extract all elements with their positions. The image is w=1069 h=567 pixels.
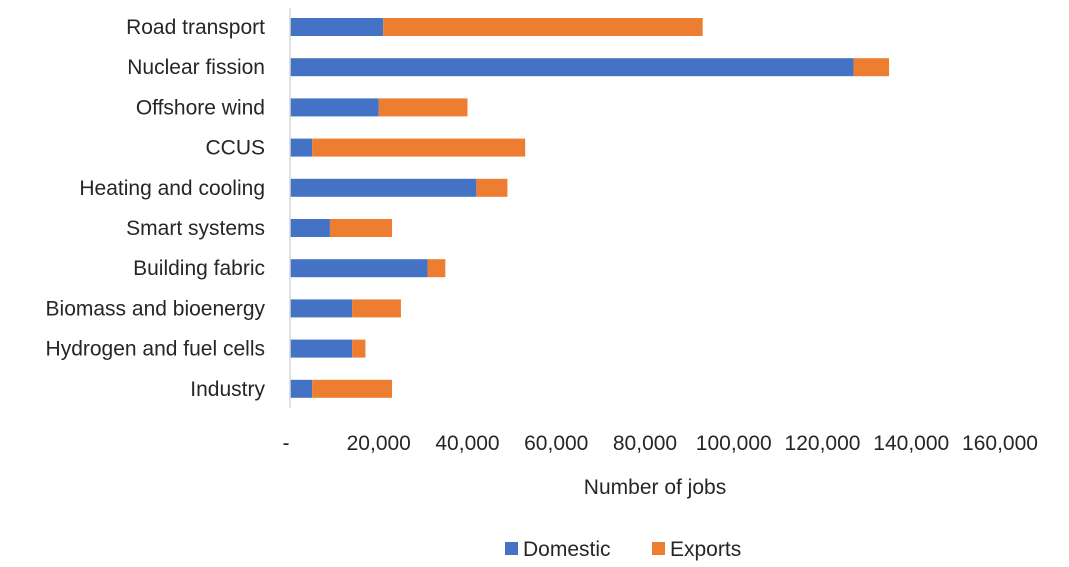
category-labels: Road transport Nuclear fission Offshore wi… <box>46 16 266 401</box>
category-label-road-transport: Road transport <box>126 16 265 39</box>
x-tick-label: 40,000 <box>435 432 499 455</box>
x-tick-label: 80,000 <box>613 432 677 455</box>
bar-exports-road-transport <box>383 18 703 36</box>
legend-label-exports: Exports <box>670 538 741 561</box>
bar-exports-biomass-and-bioenergy <box>352 299 401 318</box>
category-label-hydrogen-and-fuel-cells: Hydrogen and fuel cells <box>46 338 265 361</box>
bar-domestic-heating-and-cooling <box>290 178 477 197</box>
category-label-smart-systems: Smart systems <box>126 217 265 240</box>
bar-domestic-biomass-and-bioenergy <box>290 299 353 318</box>
bars-layer <box>290 18 890 398</box>
legend-item-domestic: Domestic <box>505 538 611 561</box>
bar-domestic-industry <box>290 379 313 398</box>
category-label-biomass-and-bioenergy: Biomass and bioenergy <box>46 297 266 320</box>
x-tick-label: 20,000 <box>347 432 411 455</box>
legend-label-domestic: Domestic <box>523 538 611 561</box>
bar-exports-ccus <box>312 138 526 157</box>
bar-domestic-offshore-wind <box>290 98 379 117</box>
x-tick-label: 140,000 <box>873 432 949 455</box>
x-tick-labels: - 20,000 40,000 60,000 80,000 100,000 120,000 1… <box>283 432 1038 455</box>
bar-domestic-hydrogen-and-fuel-cells <box>290 339 353 358</box>
bar-domestic-smart-systems <box>290 219 330 237</box>
category-label-heating-and-cooling: Heating and cooling <box>79 177 265 200</box>
category-label-industry: Industry <box>190 378 265 401</box>
bar-exports-building-fabric <box>427 259 446 278</box>
legend-swatch-domestic <box>505 542 518 555</box>
x-tick-label: 100,000 <box>696 432 772 455</box>
category-label-offshore-wind: Offshore wind <box>136 96 265 119</box>
legend-swatch-exports <box>652 542 665 555</box>
x-tick-label: 120,000 <box>785 432 861 455</box>
bar-exports-hydrogen-and-fuel-cells <box>352 339 366 358</box>
x-tick-label: 60,000 <box>524 432 588 455</box>
category-label-ccus: CCUS <box>205 137 265 160</box>
legend-item-exports: Exports <box>652 538 741 561</box>
bar-domestic-ccus <box>290 138 313 157</box>
bar-exports-nuclear-fission <box>853 58 890 77</box>
bar-domestic-nuclear-fission <box>290 58 854 77</box>
category-label-nuclear-fission: Nuclear fission <box>127 56 265 79</box>
bar-exports-smart-systems <box>329 219 393 237</box>
bar-domestic-building-fabric <box>290 259 428 278</box>
x-axis-title: Number of jobs <box>584 476 726 499</box>
bar-exports-industry <box>312 379 393 398</box>
bar-exports-offshore-wind <box>378 98 468 117</box>
bar-exports-heating-and-cooling <box>476 178 508 197</box>
x-tick-label: - <box>283 432 290 455</box>
bar-domestic-road-transport <box>290 18 384 36</box>
category-label-building-fabric: Building fabric <box>133 257 265 280</box>
x-tick-label: 160,000 <box>962 432 1038 455</box>
legend: Domestic Exports <box>505 538 741 561</box>
